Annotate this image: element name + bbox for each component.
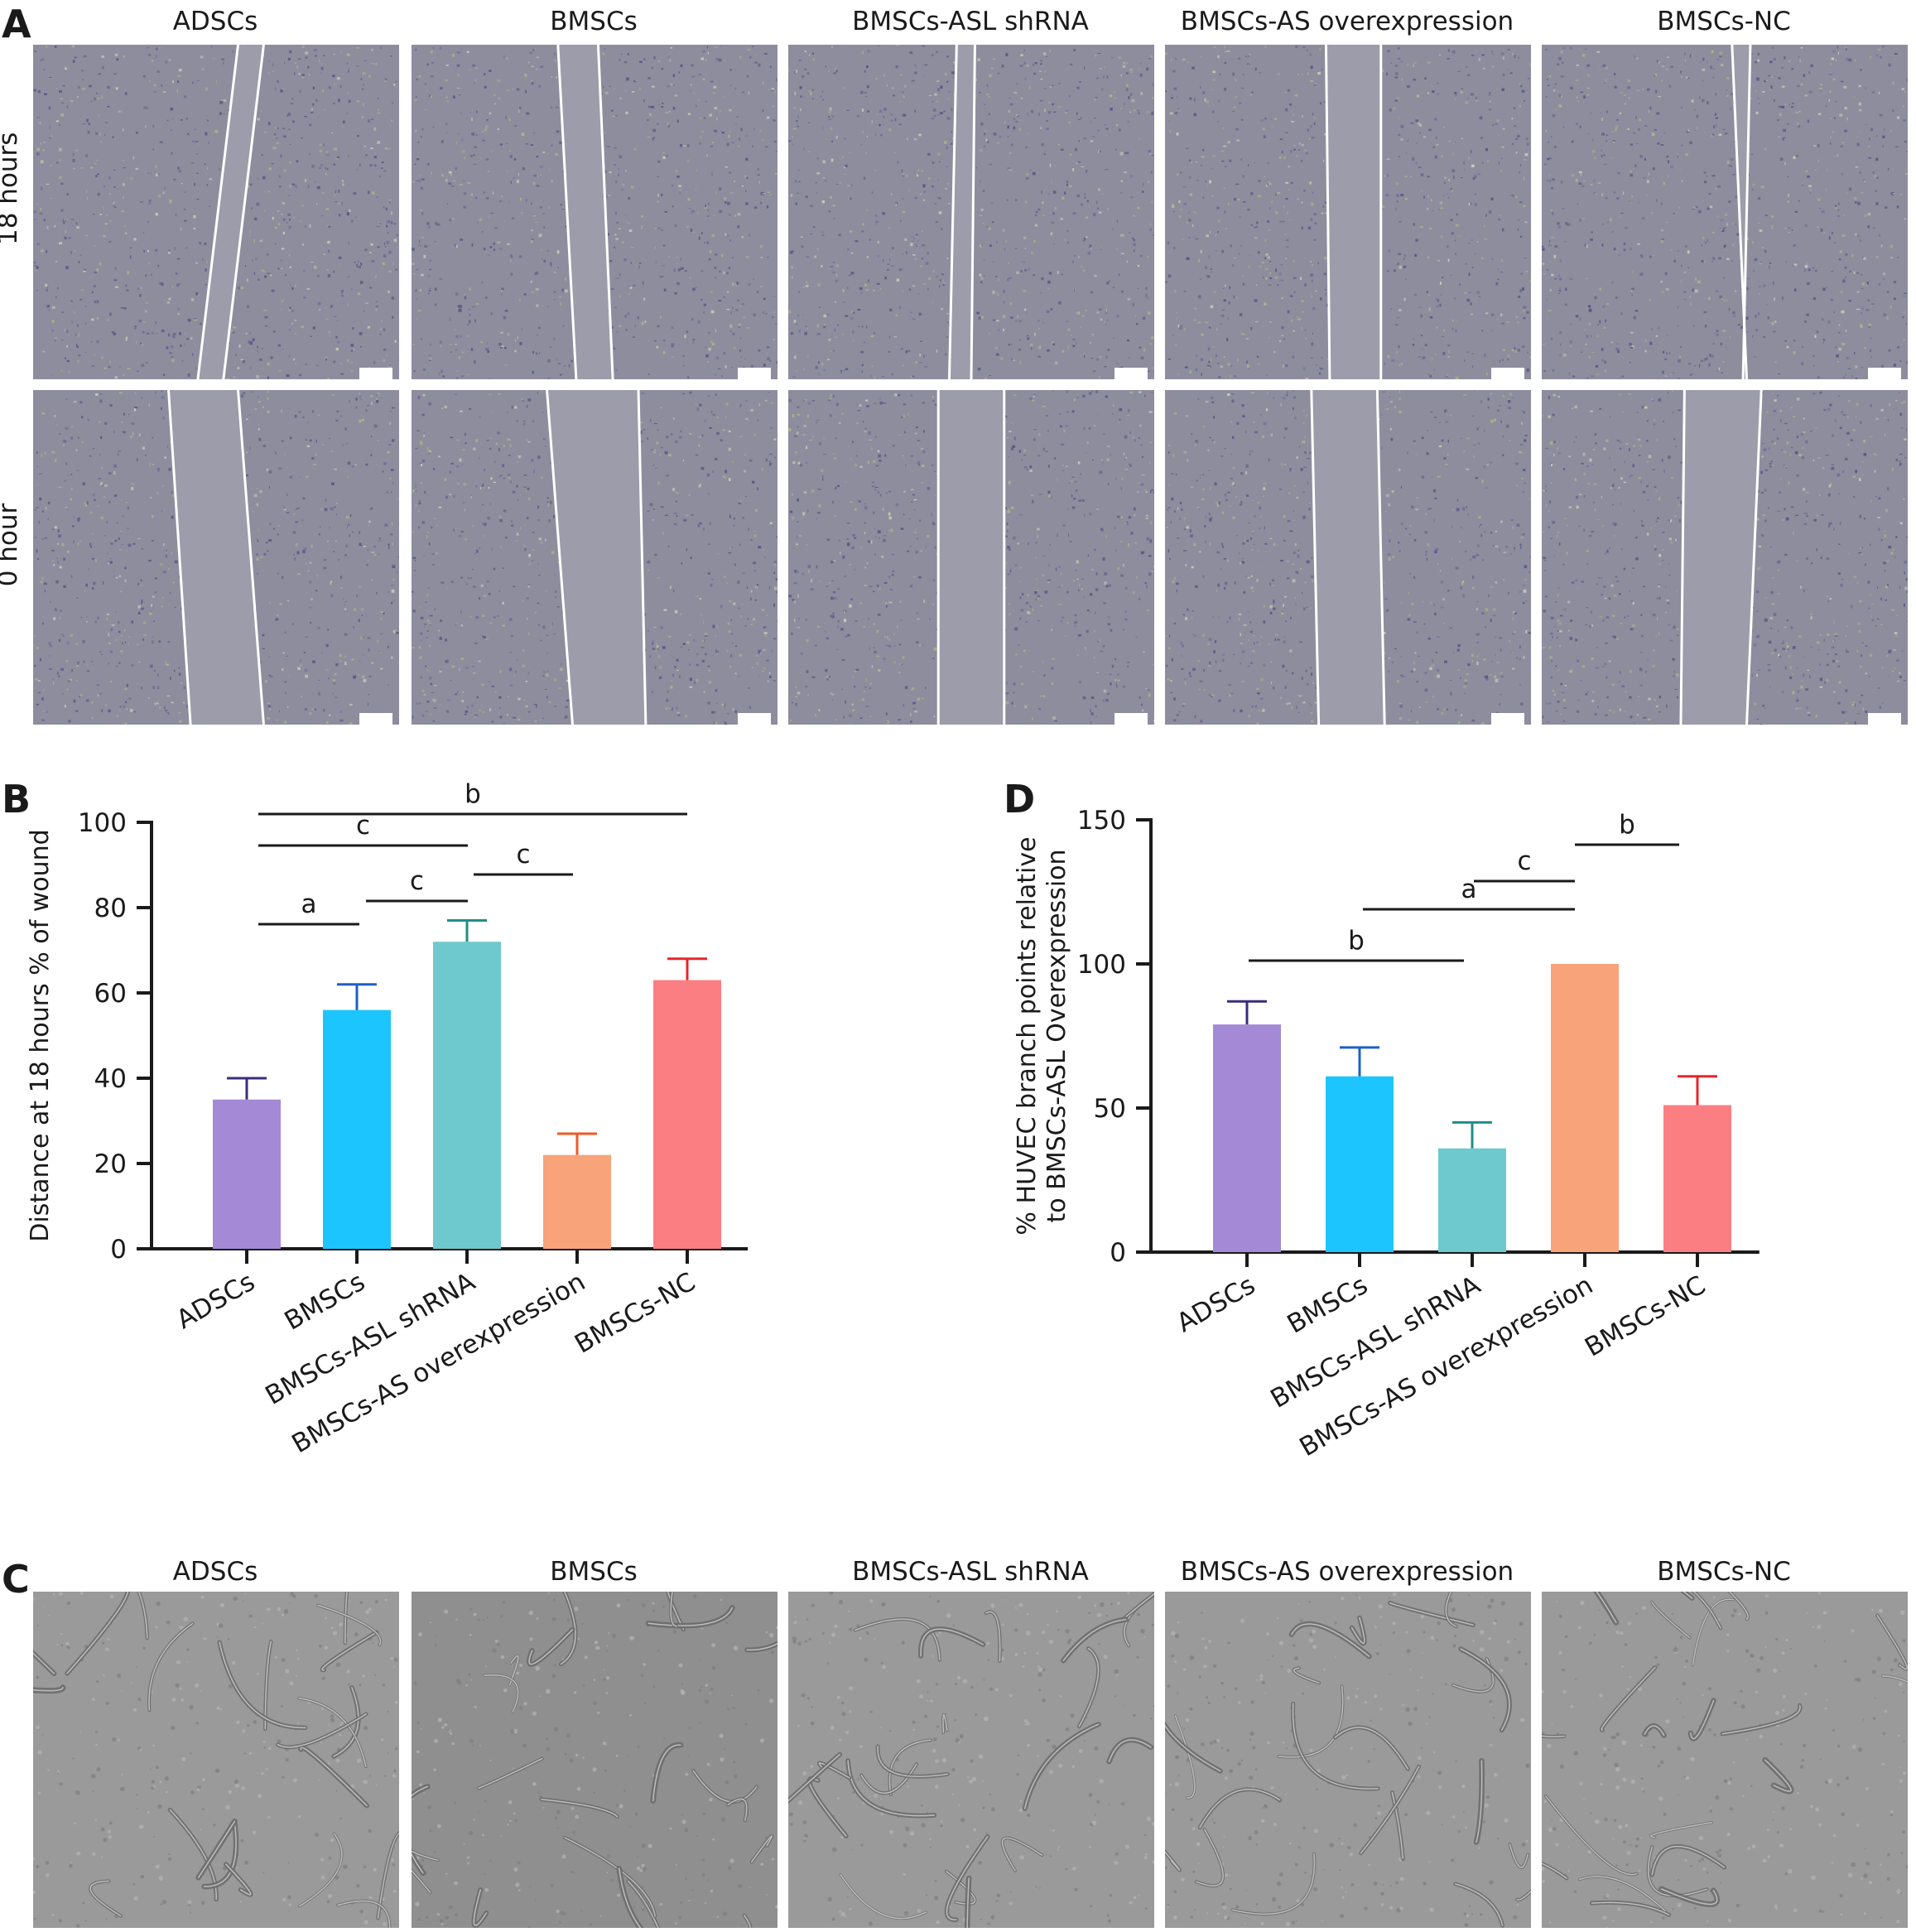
B-significance-label: a (301, 889, 317, 919)
scratch-image-18h-bmscs-as-overexpression (1165, 45, 1531, 379)
B-x-tick-label-adscs: ADSCs (171, 1267, 260, 1335)
row-label-18-hours: 18 hours (0, 132, 23, 245)
D-y-axis-label: to BMSCs-ASL Overexpression (1042, 849, 1071, 1222)
D-bar-bmscs-nc (1663, 1105, 1731, 1252)
B-significance-label: c (356, 811, 370, 841)
tube-image-bmscs-as-overexpression (1165, 1592, 1531, 1928)
B-bar-bmscs-as-overexpression (543, 1154, 611, 1249)
D-y-tick-label: 150 (1077, 806, 1126, 836)
row-label-0-hour: 0 hour (0, 503, 23, 587)
panel-letter-c: C (2, 1557, 30, 1602)
D-y-tick-label: 0 (1110, 1238, 1126, 1268)
D-bar-bmscs-asl-shrna (1438, 1148, 1506, 1252)
scratch-image-0h-bmscs (412, 390, 777, 725)
B-y-tick-label: 20 (94, 1149, 127, 1179)
panel-letter-d: D (1004, 777, 1036, 821)
panel-letter-a: A (2, 2, 31, 46)
panel-a-column-label-bmscs-nc: BMSCs-NC (1657, 7, 1791, 36)
scratch-image-18h-adscs (33, 45, 399, 379)
D-significance-label: a (1461, 874, 1477, 904)
panel-c-column-label-adscs: ADSCs (172, 1557, 258, 1587)
tube-image-bmscs-asl-shrna (788, 1592, 1154, 1928)
panel-a-column-label-adscs: ADSCs (172, 7, 258, 36)
B-y-tick-label: 40 (94, 1064, 127, 1094)
D-significance-label: c (1517, 846, 1531, 876)
scratch-image-0h-bmscs-as-overexpression (1165, 390, 1531, 725)
D-x-tick-label-adscs: ADSCs (1172, 1270, 1260, 1338)
D-x-tick-label-bmscs: BMSCs (1283, 1270, 1373, 1340)
D-y-axis-label: % HUVEC branch points relative (1013, 836, 1042, 1235)
D-significance-label: b (1348, 926, 1365, 956)
B-y-tick-label: 0 (110, 1235, 127, 1265)
B-bar-bmscs (323, 1009, 391, 1249)
D-bar-adscs (1213, 1024, 1281, 1252)
panel-c-column-label-bmscs-nc: BMSCs-NC (1657, 1557, 1791, 1587)
scratch-image-18h-bmscs-nc (1542, 45, 1908, 379)
B-significance-label: c (410, 866, 424, 896)
B-significance-label: b (465, 779, 481, 809)
D-significance-label: b (1619, 810, 1635, 840)
B-y-tick-label: 60 (94, 979, 127, 1009)
tube-image-bmscs (412, 1592, 777, 1928)
panel-c-column-label-bmscs: BMSCs (550, 1557, 638, 1587)
B-x-tick-label-bmscs: BMSCs (280, 1267, 370, 1337)
tube-image-adscs (33, 1592, 399, 1928)
D-y-tick-label: 50 (1094, 1094, 1126, 1124)
panel-letter-b: B (2, 777, 31, 821)
B-bar-bmscs-asl-shrna (433, 942, 501, 1249)
panel-c-column-label-bmscs-as-overexpression: BMSCs-AS overexpression (1180, 1557, 1514, 1587)
panel-a-column-label-bmscs: BMSCs (550, 7, 638, 36)
scratch-image-0h-bmscs-asl-shrna (788, 390, 1154, 725)
scratch-image-0h-adscs (33, 390, 399, 725)
D-y-tick-label: 100 (1077, 950, 1126, 980)
B-y-tick-label: 100 (78, 808, 127, 838)
panel-c-column-label-bmscs-asl-shrna: BMSCs-ASL shRNA (852, 1557, 1089, 1587)
panel-a-column-label-bmscs-as-overexpression: BMSCs-AS overexpression (1180, 7, 1514, 36)
B-x-tick-label-bmscs-nc: BMSCs-NC (570, 1267, 700, 1360)
panel-a-column-label-bmscs-asl-shrna: BMSCs-ASL shRNA (852, 7, 1089, 36)
B-bar-adscs (213, 1099, 281, 1249)
chart-b-wound-distance: 0 20 40 60 80 100 Distance at 18 hours % of wo… (26, 779, 749, 1459)
chart-d-huvec-branch-points: 0 50 100 150 % HUVEC branch points relative t… (1013, 806, 1760, 1462)
B-bar-bmscs-nc (653, 980, 721, 1249)
B-significance-label: c (516, 840, 530, 870)
D-bar-bmscs (1326, 1076, 1394, 1252)
D-x-tick-label-bmscs-nc: BMSCs-NC (1580, 1270, 1711, 1363)
B-y-tick-label: 80 (94, 894, 127, 923)
scratch-image-18h-bmscs-asl-shrna (788, 45, 1154, 379)
scratch-image-0h-bmscs-nc (1542, 390, 1908, 725)
D-bar-bmscs-as-overexpression (1551, 964, 1619, 1252)
tube-image-bmscs-nc (1542, 1592, 1908, 1928)
scratch-image-18h-bmscs (412, 45, 777, 379)
B-y-axis-label: Distance at 18 hours % of wound (26, 829, 55, 1241)
